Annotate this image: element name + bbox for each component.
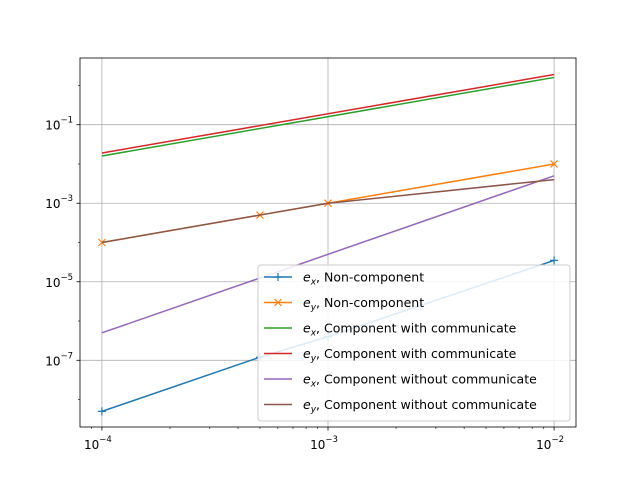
legend-marker-0 — [274, 273, 282, 281]
series-marker-0-0 — [97, 407, 106, 416]
x-tick-base-0: 10 — [84, 438, 99, 452]
x-tick-base-2: 10 — [536, 438, 551, 452]
y-tick-exp-3: −1 — [60, 116, 73, 126]
series-line-4 — [101, 175, 555, 334]
y-tick-exp-2: −3 — [60, 194, 73, 204]
legend-label-5: ey, Component without communicate — [303, 397, 537, 415]
legend-text-5: , Component without communicate — [316, 397, 537, 412]
legend-var-1: e — [303, 295, 311, 310]
y-tick-base-3: 10 — [45, 119, 60, 133]
x-tick-exp-1: −3 — [325, 435, 338, 445]
legend-var-5: e — [303, 397, 311, 412]
y-tick-label-1: 10−5 — [45, 273, 73, 290]
y-tick-base-2: 10 — [45, 197, 60, 211]
legend-label-4: ex, Component without communicate — [303, 372, 537, 390]
x-tick-label-2: 10−2 — [536, 435, 564, 452]
y-tick-label-2: 10−3 — [45, 194, 73, 211]
legend-var-4: e — [303, 372, 311, 387]
series-line-3 — [101, 73, 555, 154]
legend-sub-1: y — [310, 303, 317, 313]
legend-sub-0: x — [310, 278, 317, 288]
y-tick-exp-1: −5 — [60, 273, 73, 283]
x-tick-base-1: 10 — [310, 438, 325, 452]
x-tick-exp-2: −2 — [551, 435, 564, 445]
legend-text-0: , Non-component — [316, 270, 424, 285]
y-tick-exp-0: −7 — [60, 351, 73, 361]
axes-frame — [79, 57, 577, 428]
legend-text-2: , Component with communicate — [316, 321, 517, 336]
legend-label-2: ex, Component with communicate — [303, 321, 517, 339]
series-line-2 — [101, 76, 555, 157]
legend-marker-1 — [274, 298, 282, 307]
x-tick-exp-0: −4 — [99, 435, 112, 445]
y-tick-label-0: 10−7 — [45, 351, 73, 368]
legend-var-2: e — [303, 321, 311, 336]
legend-label-0: ex, Non-component — [303, 270, 424, 288]
y-tick-base-0: 10 — [45, 354, 60, 368]
legend-label-3: ey, Component with communicate — [303, 346, 517, 364]
y-tick-base-1: 10 — [45, 276, 60, 290]
legend-sub-2: x — [310, 329, 317, 339]
legend-label-1: ey, Non-component — [303, 295, 424, 313]
legend-sub-3: y — [310, 354, 317, 364]
x-tick-label-1: 10−3 — [310, 435, 338, 452]
y-tick-label-3: 10−1 — [45, 116, 73, 133]
series-marker-0-3 — [550, 256, 559, 265]
x-tick-label-0: 10−4 — [84, 435, 112, 452]
series-marker-1-3 — [550, 160, 559, 168]
legend-sub-4: x — [310, 380, 317, 390]
legend-text-1: , Non-component — [316, 295, 424, 310]
legend-sub-5: y — [310, 405, 317, 415]
legend-text-3: , Component with communicate — [316, 346, 517, 361]
legend-box — [257, 264, 571, 422]
plot-area: 10−4 10−3 10−210−710−510−310−1ex, Non-comp… — [45, 57, 577, 452]
legend-var-3: e — [303, 346, 311, 361]
legend-var-0: e — [303, 270, 311, 285]
series-line-5 — [101, 178, 555, 244]
legend-text-4: , Component without communicate — [316, 372, 537, 387]
